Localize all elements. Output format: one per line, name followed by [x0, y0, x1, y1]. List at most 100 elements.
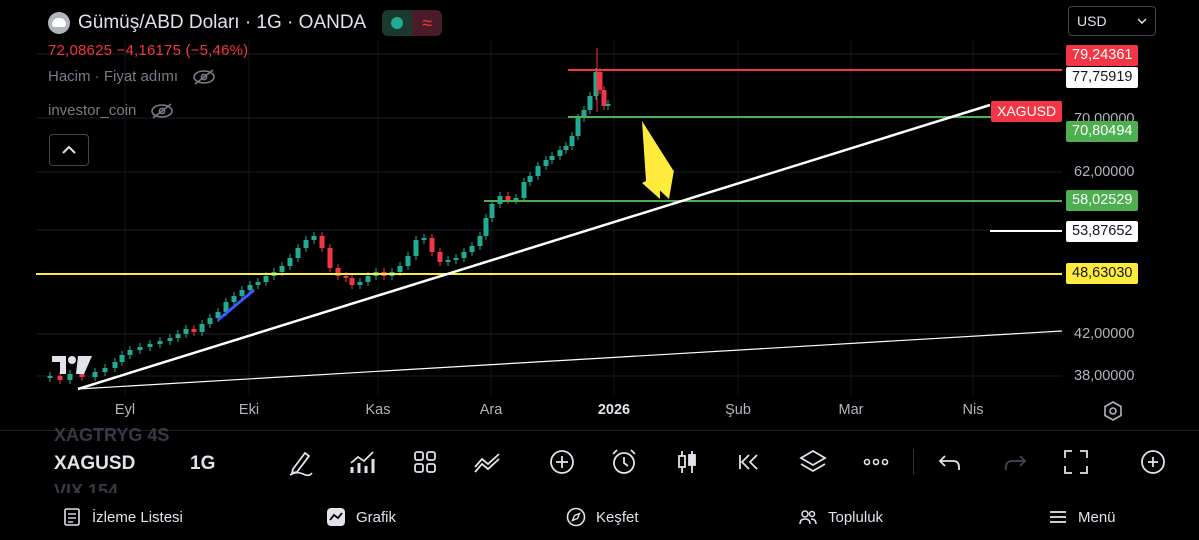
pencil-icon[interactable] — [285, 447, 315, 477]
chevron-up-icon — [62, 145, 76, 154]
chart-grid — [36, 40, 1062, 395]
candle-body — [357, 282, 363, 285]
symbol-title[interactable]: Gümüş/ABD Doları · 1G · OANDA — [78, 12, 367, 33]
candle-body — [469, 246, 475, 252]
candle-body — [505, 196, 511, 200]
nav-watchlist-label: İzleme Listesi — [92, 508, 183, 526]
nav-community-label: Topluluk — [828, 508, 884, 526]
toolbar-interval[interactable]: 1G — [190, 453, 216, 474]
candle-body — [397, 266, 403, 272]
candle-body — [137, 347, 143, 350]
candle-body — [429, 238, 435, 252]
toolbar-symbol[interactable]: XAGUSD — [54, 453, 136, 474]
candle-body — [437, 252, 443, 262]
price-label-yellow: 48,63030 — [1066, 263, 1139, 284]
candle-body — [167, 338, 173, 341]
nav-watchlist[interactable]: İzleme Listesi — [62, 507, 183, 527]
nav-community[interactable]: Topluluk — [798, 507, 883, 527]
indicator-watermark-label: investor_coin — [48, 102, 137, 119]
candle-body — [102, 368, 108, 372]
zoom-plus-icon[interactable] — [1138, 447, 1168, 477]
candle-body — [597, 72, 603, 90]
candle-body — [199, 324, 205, 332]
candle-body — [569, 136, 575, 146]
candle-body — [557, 150, 563, 156]
candle-body — [365, 276, 371, 282]
candle-body — [593, 72, 599, 96]
compare-icon[interactable] — [472, 447, 502, 477]
candle-body — [287, 258, 293, 266]
candle-body — [453, 258, 459, 260]
settings-icon[interactable] — [1102, 400, 1124, 422]
add-icon[interactable] — [547, 447, 577, 477]
indicator-watermark[interactable]: investor_coin — [48, 102, 174, 119]
candle-body — [349, 278, 355, 285]
candle-body — [157, 341, 163, 344]
candle-body — [575, 118, 581, 136]
x-axis-label: Ara — [479, 402, 503, 418]
bottom-navigation: İzleme Listesi Grafik Keşfet Topluluk Me… — [0, 493, 1199, 540]
candle-body — [477, 236, 483, 246]
candle-body — [535, 166, 541, 176]
collapse-legend-button[interactable] — [49, 134, 89, 166]
x-axis-label: Eki — [238, 402, 260, 418]
chart-icon — [327, 508, 345, 526]
price-label-white: 53,87652 — [1066, 221, 1139, 242]
candle-body — [563, 146, 569, 150]
down-arrow-yellow — [642, 121, 674, 199]
x-axis-label: Şub — [725, 402, 751, 418]
candle-body — [489, 204, 495, 218]
symbol-legend: Gümüş/ABD Doları · 1G · OANDA ≈ 72,08625… — [48, 10, 443, 59]
market-status-pill[interactable]: ≈ — [382, 10, 443, 36]
price-chart[interactable] — [0, 0, 1199, 430]
alarm-clock-icon[interactable] — [609, 447, 639, 477]
candles-icon[interactable] — [672, 447, 702, 477]
candle-body — [67, 374, 73, 380]
chart-area[interactable]: Gümüş/ABD Doları · 1G · OANDA ≈ 72,08625… — [0, 0, 1199, 430]
price-label-green-upper: 70,80494 — [1066, 121, 1139, 142]
nav-menu[interactable]: Menü — [1048, 507, 1116, 527]
indicator-volume-label: Hacim · Fiyat adımı — [48, 68, 179, 85]
candle-body — [521, 182, 527, 198]
currency-select[interactable]: USD — [1068, 6, 1156, 36]
eye-off-icon[interactable] — [150, 102, 174, 119]
nav-chart[interactable]: Grafik — [326, 507, 396, 527]
candle-body — [543, 160, 549, 166]
candle-body — [57, 376, 63, 380]
x-axis-label: Nis — [962, 402, 984, 418]
indicator-volume[interactable]: Hacim · Fiyat adımı — [48, 68, 216, 85]
prev-symbol-ghost[interactable]: XAGTRYG 4S — [54, 425, 170, 445]
eye-off-icon[interactable] — [192, 68, 216, 85]
candle-body — [92, 372, 98, 377]
candle-body — [483, 218, 489, 236]
redo-icon[interactable] — [1000, 447, 1030, 477]
candle-body — [413, 240, 419, 256]
compass-icon — [566, 507, 586, 527]
nav-explore[interactable]: Keşfet — [566, 507, 639, 527]
candle-body — [127, 350, 133, 355]
tradingview-logo-icon — [68, 356, 76, 364]
layers-icon[interactable] — [798, 447, 828, 477]
watchlist-icon — [64, 508, 80, 526]
x-axis-label: Eyl — [114, 402, 136, 418]
layout-grid-icon[interactable] — [410, 447, 440, 477]
candle-body — [215, 312, 221, 318]
more-icon[interactable] — [861, 447, 891, 477]
currency-value: USD — [1077, 13, 1107, 29]
fullscreen-icon[interactable] — [1061, 447, 1091, 477]
candle-body — [549, 156, 555, 160]
candle-body — [343, 276, 349, 278]
replay-icon[interactable] — [734, 447, 764, 477]
candle-body — [223, 302, 229, 312]
candle-body — [319, 236, 325, 248]
blue-segment — [217, 288, 255, 322]
candle-body — [279, 266, 285, 272]
candle-body — [311, 236, 317, 240]
undo-icon[interactable] — [935, 447, 965, 477]
axis-label-62: 62,00000 — [1074, 164, 1135, 180]
candle-body — [527, 176, 533, 182]
community-icon — [799, 510, 817, 525]
trendline-lower — [77, 330, 1063, 390]
hamburger-icon — [1050, 511, 1066, 523]
indicators-icon[interactable] — [347, 447, 377, 477]
